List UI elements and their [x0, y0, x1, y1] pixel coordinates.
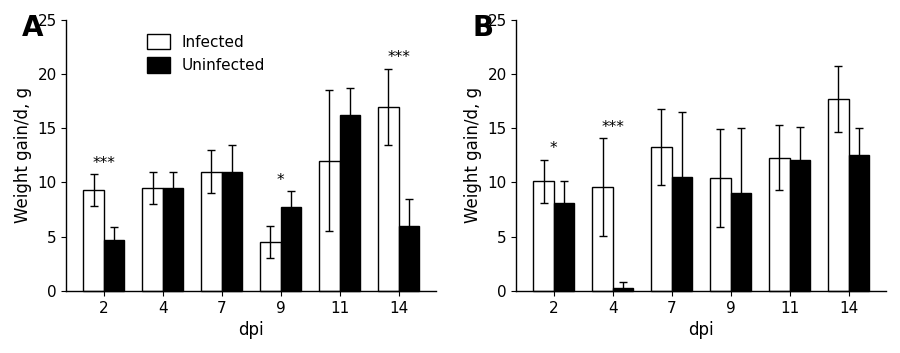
Bar	[731, 193, 752, 291]
Y-axis label: Weight gain/d, g: Weight gain/d, g	[14, 87, 32, 223]
Bar	[613, 288, 634, 291]
Text: B: B	[472, 14, 493, 42]
Bar	[83, 190, 104, 291]
Bar	[260, 242, 281, 291]
Bar	[201, 172, 221, 291]
Bar	[142, 188, 163, 291]
Bar	[651, 147, 671, 291]
Bar	[554, 203, 574, 291]
X-axis label: dpi: dpi	[688, 321, 714, 339]
Bar	[320, 161, 339, 291]
Bar	[849, 155, 869, 291]
Bar	[533, 181, 554, 291]
Bar	[399, 226, 419, 291]
Bar	[789, 160, 810, 291]
Bar	[770, 157, 789, 291]
X-axis label: dpi: dpi	[238, 321, 264, 339]
Text: A: A	[22, 14, 43, 42]
Text: ***: ***	[601, 120, 625, 135]
Legend: Infected, Uninfected: Infected, Uninfected	[140, 28, 271, 79]
Text: ***: ***	[93, 156, 115, 170]
Bar	[163, 188, 184, 291]
Bar	[828, 99, 849, 291]
Text: *: *	[277, 173, 284, 188]
Bar	[281, 207, 302, 291]
Bar	[339, 115, 360, 291]
Y-axis label: Weight gain/d, g: Weight gain/d, g	[464, 87, 482, 223]
Bar	[221, 172, 242, 291]
Text: *: *	[550, 142, 558, 156]
Bar	[671, 177, 692, 291]
Bar	[104, 240, 124, 291]
Bar	[710, 178, 731, 291]
Bar	[378, 107, 399, 291]
Text: ***: ***	[387, 50, 410, 65]
Bar	[592, 187, 613, 291]
